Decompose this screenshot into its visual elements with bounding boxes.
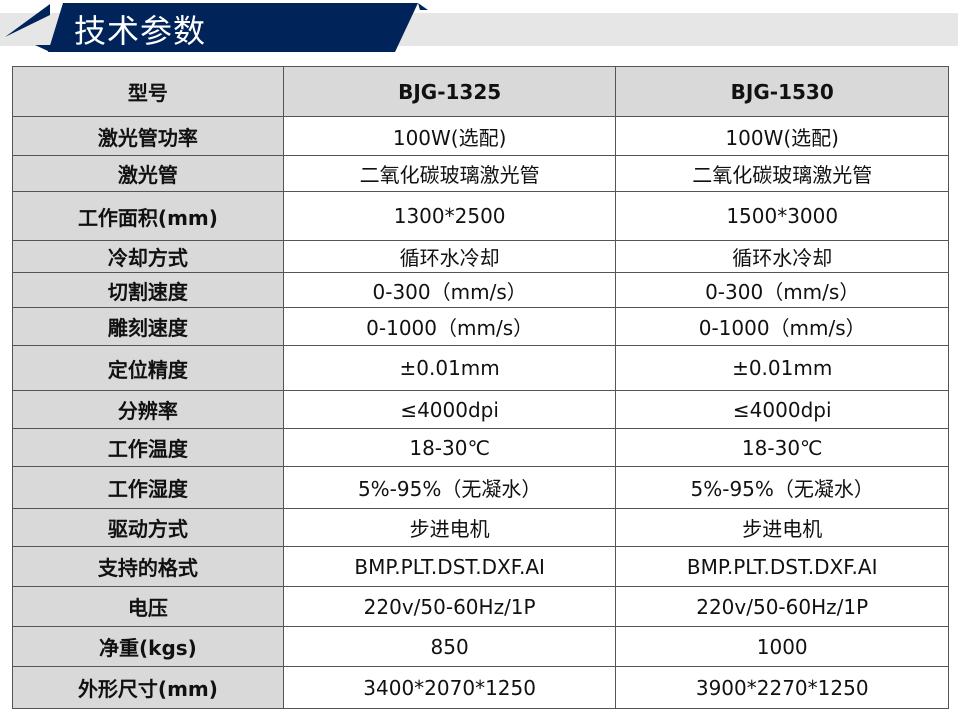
spec-name: 工作面积(mm): [12, 191, 284, 241]
table-row: 激光管 二氧化碳玻璃激光管 二氧化碳玻璃激光管: [12, 155, 949, 192]
spec-value: BMP.PLT.DST.DXF.AI: [615, 546, 949, 587]
spec-value: 步进电机: [282, 508, 617, 547]
spec-value: 0-1000（mm/s）: [282, 307, 617, 346]
spec-value: BMP.PLT.DST.DXF.AI: [282, 546, 617, 587]
spec-value: 100W(选配): [615, 116, 949, 156]
table-row: 外形尺寸(mm) 3400*2070*1250 3900*2270*1250: [12, 666, 949, 709]
table-row: 驱动方式 步进电机 步进电机: [12, 508, 949, 547]
spec-name: 净重(kgs): [12, 626, 284, 667]
table-row: 净重(kgs) 850 1000: [12, 626, 949, 667]
spec-name: 激光管: [12, 155, 284, 192]
spec-name: 分辨率: [12, 390, 284, 429]
spec-value: 循环水冷却: [282, 240, 617, 273]
spec-name: 工作温度: [12, 428, 284, 467]
table-row: 工作温度 18-30℃ 18-30℃: [12, 428, 949, 467]
table-row: 分辨率 ≤4000dpi ≤4000dpi: [12, 390, 949, 429]
spec-name: 冷却方式: [12, 240, 284, 273]
spec-value: ±0.01mm: [282, 345, 617, 391]
spec-value: 3900*2270*1250: [615, 666, 949, 709]
table-row: 定位精度 ±0.01mm ±0.01mm: [12, 345, 949, 391]
table-row: 电压 220v/50-60Hz/1P 220v/50-60Hz/1P: [12, 586, 949, 627]
table-row: 激光管功率 100W(选配) 100W(选配): [12, 116, 949, 156]
spec-value: 5%-95%（无凝水）: [615, 466, 949, 509]
spec-name: 驱动方式: [12, 508, 284, 547]
spec-table: 型号 BJG-1325 BJG-1530 激光管功率 100W(选配) 100W(选配) 激…: [12, 66, 949, 709]
table-row: 切割速度 0-300（mm/s） 0-300（mm/s）: [12, 272, 949, 308]
spec-value: 18-30℃: [615, 428, 949, 467]
model-header: BJG-1530: [615, 66, 949, 117]
spec-name: 切割速度: [12, 272, 284, 308]
spec-value: 二氧化碳玻璃激光管: [615, 155, 949, 192]
header-label: 型号: [12, 66, 284, 117]
spec-name: 定位精度: [12, 345, 284, 391]
table-row: 冷却方式 循环水冷却 循环水冷却: [12, 240, 949, 273]
spec-value: ≤4000dpi: [282, 390, 617, 429]
spec-name: 工作湿度: [12, 466, 284, 509]
spec-value: 100W(选配): [282, 116, 617, 156]
table-row: 工作湿度 5%-95%（无凝水） 5%-95%（无凝水）: [12, 466, 949, 509]
spec-name: 激光管功率: [12, 116, 284, 156]
spec-name: 支持的格式: [12, 546, 284, 587]
spec-value: 0-300（mm/s）: [615, 272, 949, 308]
spec-value: 循环水冷却: [615, 240, 949, 273]
table-row: 支持的格式 BMP.PLT.DST.DXF.AI BMP.PLT.DST.DXF.A…: [12, 546, 949, 587]
table-row: 雕刻速度 0-1000（mm/s） 0-1000（mm/s）: [12, 307, 949, 346]
spec-value: ±0.01mm: [615, 345, 949, 391]
spec-value: 1300*2500: [282, 191, 617, 241]
table-header-row: 型号 BJG-1325 BJG-1530: [12, 66, 949, 117]
spec-value: 步进电机: [615, 508, 949, 547]
table-row: 工作面积(mm) 1300*2500 1500*3000: [12, 191, 949, 241]
spec-name: 电压: [12, 586, 284, 627]
spec-value: 220v/50-60Hz/1P: [615, 586, 949, 627]
spec-value: 1000: [615, 626, 949, 667]
model-header: BJG-1325: [282, 66, 617, 117]
spec-name: 雕刻速度: [12, 307, 284, 346]
spec-value: 850: [282, 626, 617, 667]
spec-value: 二氧化碳玻璃激光管: [282, 155, 617, 192]
spec-value: 18-30℃: [282, 428, 617, 467]
page-title: 技术参数: [74, 12, 207, 50]
spec-value: 0-300（mm/s）: [282, 272, 617, 308]
spec-value: 5%-95%（无凝水）: [282, 466, 617, 509]
spec-value: ≤4000dpi: [615, 390, 949, 429]
spec-value: 1500*3000: [615, 191, 949, 241]
spec-value: 220v/50-60Hz/1P: [282, 586, 617, 627]
section-banner: [0, 3, 958, 52]
spec-value: 3400*2070*1250: [282, 666, 617, 709]
spec-name: 外形尺寸(mm): [12, 666, 284, 709]
spec-value: 0-1000（mm/s）: [615, 307, 949, 346]
